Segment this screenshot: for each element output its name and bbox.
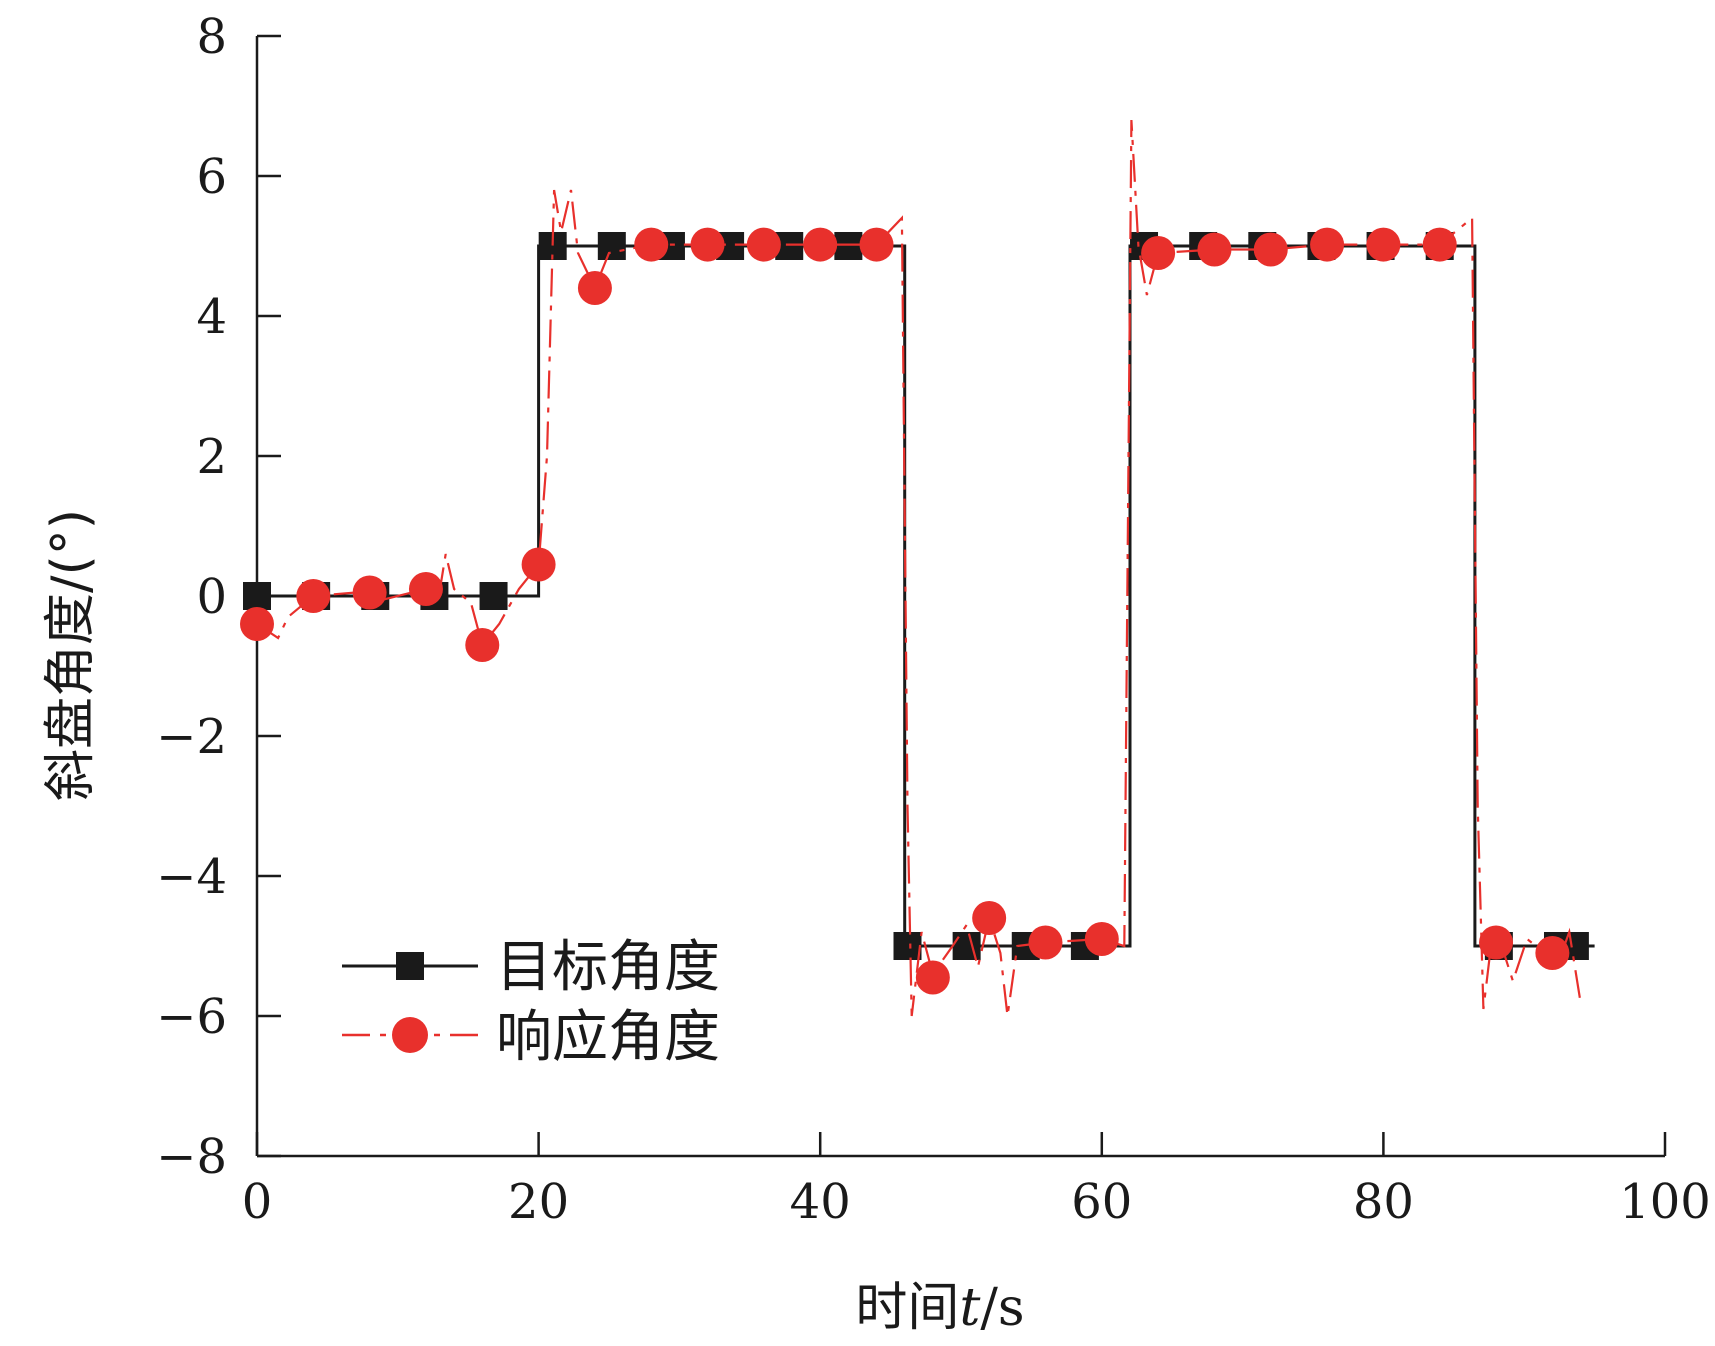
legend-label-target: 目标角度	[496, 935, 720, 1000]
x-axis-title-prefix: 时间	[855, 1278, 959, 1338]
data-point-square	[834, 232, 863, 260]
data-point-circle	[972, 901, 1007, 935]
data-point-circle	[746, 227, 781, 262]
x-tick-label: 60	[1071, 1174, 1132, 1230]
x-tick-label: 40	[790, 1174, 851, 1230]
series-line	[256, 119, 1582, 1017]
data-point-circle	[352, 575, 387, 610]
y-tick-label: −6	[156, 989, 227, 1045]
y-tick-label: 2	[196, 429, 227, 485]
legend-entry-target: 目标角度	[342, 935, 720, 1000]
data-point-circle	[240, 607, 274, 641]
data-point-circle	[1310, 227, 1345, 262]
y-tick-label: 8	[196, 9, 227, 65]
data-point-square	[893, 932, 922, 960]
legend-entry-response: 响应角度	[342, 1005, 720, 1070]
data-point-circle	[859, 227, 894, 262]
data-point-circle	[465, 628, 500, 662]
data-point-square	[243, 582, 271, 610]
data-point-circle	[1535, 936, 1570, 970]
data-point-square	[952, 932, 981, 960]
data-point-circle	[1084, 922, 1119, 956]
data-point-circle	[1141, 236, 1176, 270]
x-tick-label: 0	[242, 1174, 273, 1230]
legend-label-response: 响应角度	[496, 1005, 720, 1070]
legend-marker-response	[392, 1017, 428, 1053]
x-axis-title: 时间t/s	[855, 1278, 1024, 1338]
data-point-circle	[296, 579, 331, 613]
series-1	[240, 119, 1582, 1017]
legend: 目标角度 响应角度	[342, 935, 720, 1070]
data-point-circle	[634, 227, 669, 262]
data-point-circle	[690, 227, 725, 262]
x-tick-label: 100	[1619, 1174, 1711, 1230]
data-point-square	[597, 232, 626, 260]
series-line	[257, 244, 1595, 948]
data-point-circle	[803, 227, 838, 262]
legend-marker-target	[396, 952, 424, 980]
data-point-circle	[915, 960, 950, 995]
y-tick-label: 4	[196, 289, 227, 345]
series-0	[243, 232, 1595, 960]
data-point-square	[479, 582, 508, 610]
x-tick-label: 20	[508, 1174, 569, 1230]
y-axis-title: 斜盘角度/(°)	[41, 509, 101, 801]
data-point-circle	[1028, 925, 1063, 960]
data-point-circle	[1366, 227, 1401, 262]
y-tick-label: 6	[196, 149, 227, 205]
x-tick-label: 80	[1353, 1174, 1414, 1230]
x-axis-title-unit: /s	[980, 1278, 1024, 1338]
series-layer	[240, 119, 1595, 1017]
y-tick-label: 0	[196, 569, 227, 625]
data-point-circle	[1479, 925, 1514, 960]
y-tick-label: −2	[156, 709, 227, 765]
data-point-circle	[1253, 232, 1288, 267]
data-point-circle	[1422, 227, 1457, 262]
data-point-circle	[1197, 232, 1232, 267]
x-axis-title-variable: t	[959, 1278, 980, 1338]
data-point-circle	[577, 271, 612, 305]
y-tick-label: −4	[156, 849, 227, 905]
y-tick-label: −8	[156, 1129, 227, 1185]
data-point-circle	[408, 572, 443, 606]
data-point-circle	[521, 547, 556, 582]
